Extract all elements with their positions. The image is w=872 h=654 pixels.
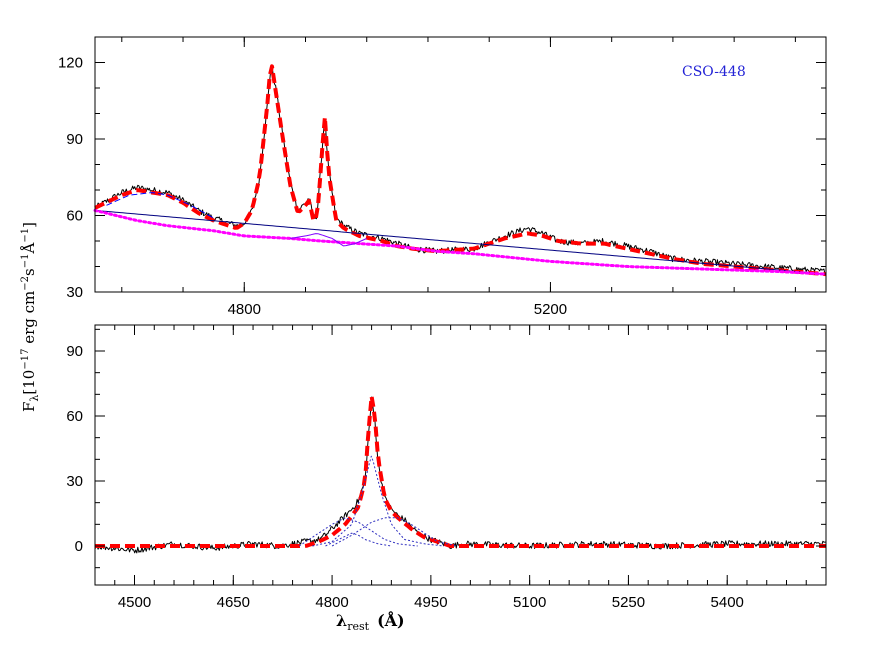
top-ytick-label: 120 (58, 55, 83, 72)
top-panel-annotation: CSO-448 (682, 64, 746, 80)
bottom-series-gaussian-component-1 (312, 455, 445, 547)
xlabel-unit: (Å) (377, 609, 405, 630)
xlabel-main: λ (336, 611, 347, 630)
bottom-xtick-label: 4950 (414, 594, 447, 611)
ylabel-exp3: −1 (20, 254, 31, 269)
bottom-ytick-label: 0 (75, 538, 83, 555)
top-series-observed-spectrum (94, 66, 826, 275)
top-series-group (93, 64, 828, 277)
ylabel-main: F (20, 402, 38, 412)
bottom-series-gaussian-component-4 (325, 532, 392, 547)
bottom-xtick-label: 5250 (612, 594, 645, 611)
ylabel-exp1: −17 (20, 349, 31, 370)
bottom-series-gaussian-component-3 (331, 517, 458, 547)
top-series-total-model-fit (94, 64, 827, 277)
ylabel-mid2: s (20, 268, 38, 276)
top-series-fe-template (106, 192, 214, 219)
bottom-panel-frame (94, 324, 827, 586)
bottom-series-gaussian-component-2 (298, 517, 418, 547)
top-series-narrow-line-component (290, 233, 367, 247)
top-panel: 30 60 90 120 4800 5200 CSO-448 (58, 36, 828, 318)
top-ytick-label: 30 (66, 284, 83, 301)
top-series-host-plus-continuum (93, 208, 828, 276)
bottom-xtick-label: 5400 (711, 594, 744, 611)
bottom-panel: 0 30 60 90 4500 4650 4800 4950 5100 5250 5400 (66, 324, 827, 611)
bottom-xtick-label: 4650 (217, 594, 250, 611)
xlabel-sub: rest (347, 620, 369, 633)
bottom-series-broad-line-fit (95, 394, 826, 548)
top-axis-ticks: 30 60 90 120 4800 5200 (58, 36, 826, 318)
bottom-xtick-label: 5100 (513, 594, 546, 611)
top-ytick-label: 60 (66, 208, 83, 225)
bottom-axis-ticks: 0 30 60 90 4500 4650 4800 4950 5100 5250 5400 (66, 325, 827, 611)
ylabel-sub: λ (28, 395, 41, 402)
bottom-xtick-label: 4500 (118, 594, 151, 611)
top-ytick-label: 90 (66, 131, 83, 148)
bottom-series-residual-spectrum (94, 396, 826, 554)
x-axis-label: λrest (Å) (336, 609, 405, 633)
top-xtick-label: 4800 (228, 301, 261, 318)
ylabel-end: ] (20, 222, 38, 228)
top-xtick-label: 5200 (534, 301, 567, 318)
top-series-continuum (94, 209, 827, 275)
bottom-ytick-label: 30 (66, 473, 83, 490)
ylabel-mid3: Å (20, 243, 38, 255)
y-axis-label: Fλ[10−17 erg cm−2s−1Å−1] (20, 222, 41, 412)
bottom-ytick-label: 90 (66, 343, 83, 360)
ylabel-exp4: −1 (20, 228, 31, 243)
bottom-series-group (94, 394, 826, 554)
ylabel-body: [10 (20, 370, 38, 395)
ylabel-exp2: −2 (20, 276, 31, 291)
ylabel-mid: erg cm (20, 291, 38, 349)
bottom-ytick-label: 60 (66, 408, 83, 425)
bottom-xtick-label: 4800 (315, 594, 348, 611)
